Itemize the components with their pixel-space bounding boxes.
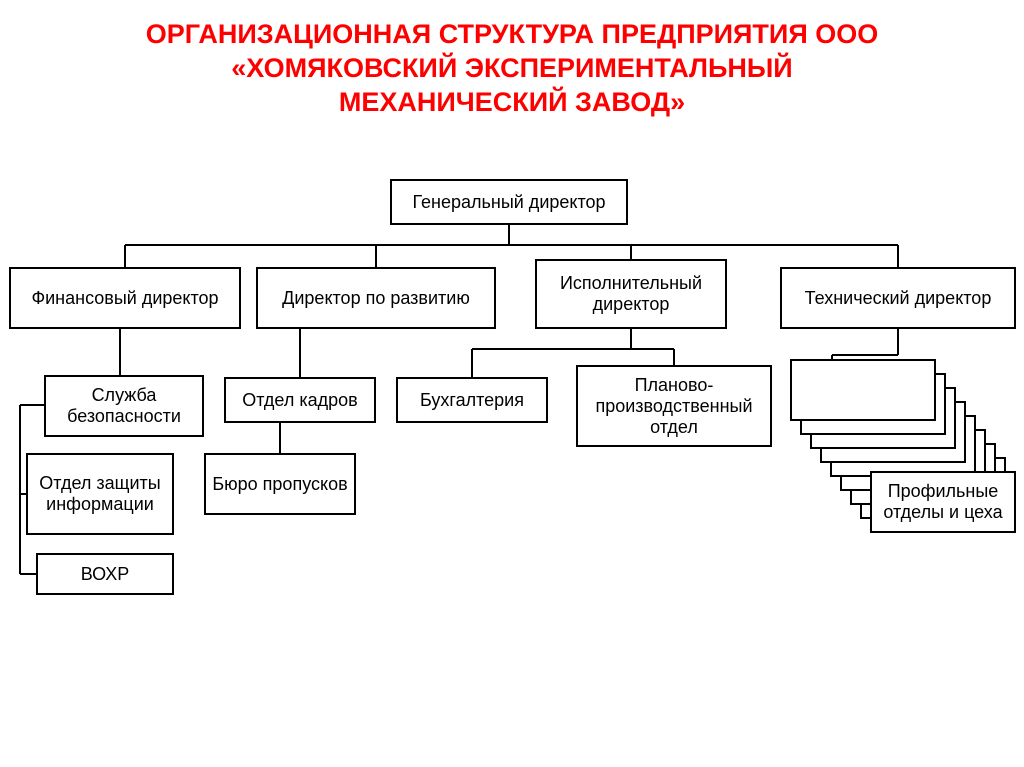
node-security-service: Служба безопасности bbox=[44, 375, 204, 437]
node-accounting: Бухгалтерия bbox=[396, 377, 548, 423]
node-executive-director: Исполнительный директор bbox=[535, 259, 727, 329]
title-line-3: МЕХАНИЧЕСКИЙ ЗАВОД» bbox=[0, 86, 1024, 120]
node-profile-departments: Профильные отделы и цеха bbox=[870, 471, 1016, 533]
page-title: ОРГАНИЗАЦИОННАЯ СТРУКТУРА ПРЕДПРИЯТИЯ ОО… bbox=[0, 0, 1024, 119]
node-development-director: Директор по развитию bbox=[256, 267, 496, 329]
org-chart: Генеральный директор Финансовый директор… bbox=[0, 139, 1024, 739]
title-line-1: ОРГАНИЗАЦИОННАЯ СТРУКТУРА ПРЕДПРИЯТИЯ ОО… bbox=[0, 18, 1024, 52]
title-line-2: «ХОМЯКОВСКИЙ ЭКСПЕРИМЕНТАЛЬНЫЙ bbox=[0, 52, 1024, 86]
node-financial-director: Финансовый директор bbox=[9, 267, 241, 329]
node-hr: Отдел кадров bbox=[224, 377, 376, 423]
node-planning-production: Планово-производственный отдел bbox=[576, 365, 772, 447]
stack-card bbox=[790, 359, 936, 421]
node-pass-bureau: Бюро пропусков bbox=[204, 453, 356, 515]
node-technical-director: Технический директор bbox=[780, 267, 1016, 329]
node-general-director: Генеральный директор bbox=[390, 179, 628, 225]
node-vohr: ВОХР bbox=[36, 553, 174, 595]
node-info-protection: Отдел защиты информации bbox=[26, 453, 174, 535]
